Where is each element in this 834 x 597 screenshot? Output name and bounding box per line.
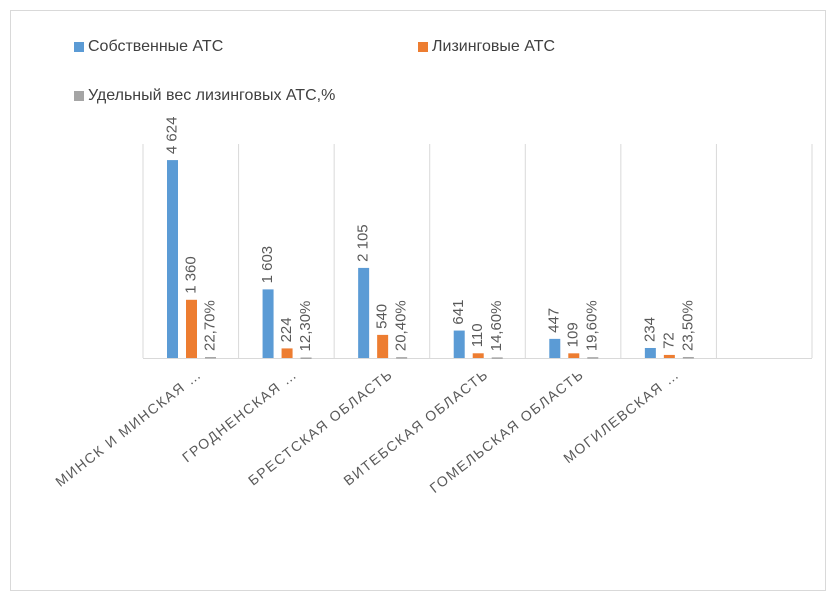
bar bbox=[300, 357, 312, 359]
legend-swatch bbox=[418, 42, 428, 52]
value-label: 12,30% bbox=[297, 301, 314, 352]
bar bbox=[682, 356, 694, 359]
value-label: 22,70% bbox=[201, 300, 218, 351]
value-label: 20,40% bbox=[393, 300, 410, 351]
bar bbox=[358, 267, 370, 358]
bar bbox=[167, 160, 178, 358]
value-label: 641 bbox=[450, 300, 467, 325]
value-label: 1 603 bbox=[259, 246, 276, 284]
legend-label: Собственные АТС bbox=[88, 38, 223, 55]
bar bbox=[644, 347, 656, 358]
bar bbox=[205, 357, 216, 359]
value-label: 19,60% bbox=[584, 300, 601, 351]
bar bbox=[262, 289, 274, 358]
chart-frame bbox=[10, 10, 826, 591]
value-label: 14,60% bbox=[488, 301, 505, 352]
value-label: 1 360 bbox=[182, 256, 199, 294]
value-label: 224 bbox=[278, 317, 295, 342]
value-label: 2 105 bbox=[355, 224, 372, 262]
bar bbox=[472, 353, 484, 358]
value-label: 110 bbox=[469, 323, 486, 347]
bar bbox=[186, 299, 197, 358]
value-label: 109 bbox=[565, 322, 582, 347]
bar bbox=[568, 353, 580, 358]
bar bbox=[453, 330, 465, 358]
bar bbox=[587, 357, 599, 359]
bar bbox=[377, 334, 389, 358]
bar bbox=[281, 348, 293, 358]
value-label: 4 624 bbox=[163, 117, 180, 155]
value-label: 23,50% bbox=[679, 300, 696, 351]
legend-swatch bbox=[74, 42, 84, 52]
bar bbox=[491, 357, 503, 359]
legend-label: Лизинговые АТС bbox=[432, 38, 555, 55]
legend-swatch bbox=[74, 91, 84, 101]
value-label: 234 bbox=[641, 317, 658, 342]
value-label: 540 bbox=[374, 304, 391, 329]
bar bbox=[663, 354, 675, 358]
bar bbox=[549, 338, 561, 358]
value-label: 447 bbox=[546, 308, 563, 333]
legend-label: Удельный вес лизинговых АТС,% bbox=[88, 87, 335, 104]
bar bbox=[396, 357, 408, 359]
value-label: 72 bbox=[660, 332, 677, 349]
